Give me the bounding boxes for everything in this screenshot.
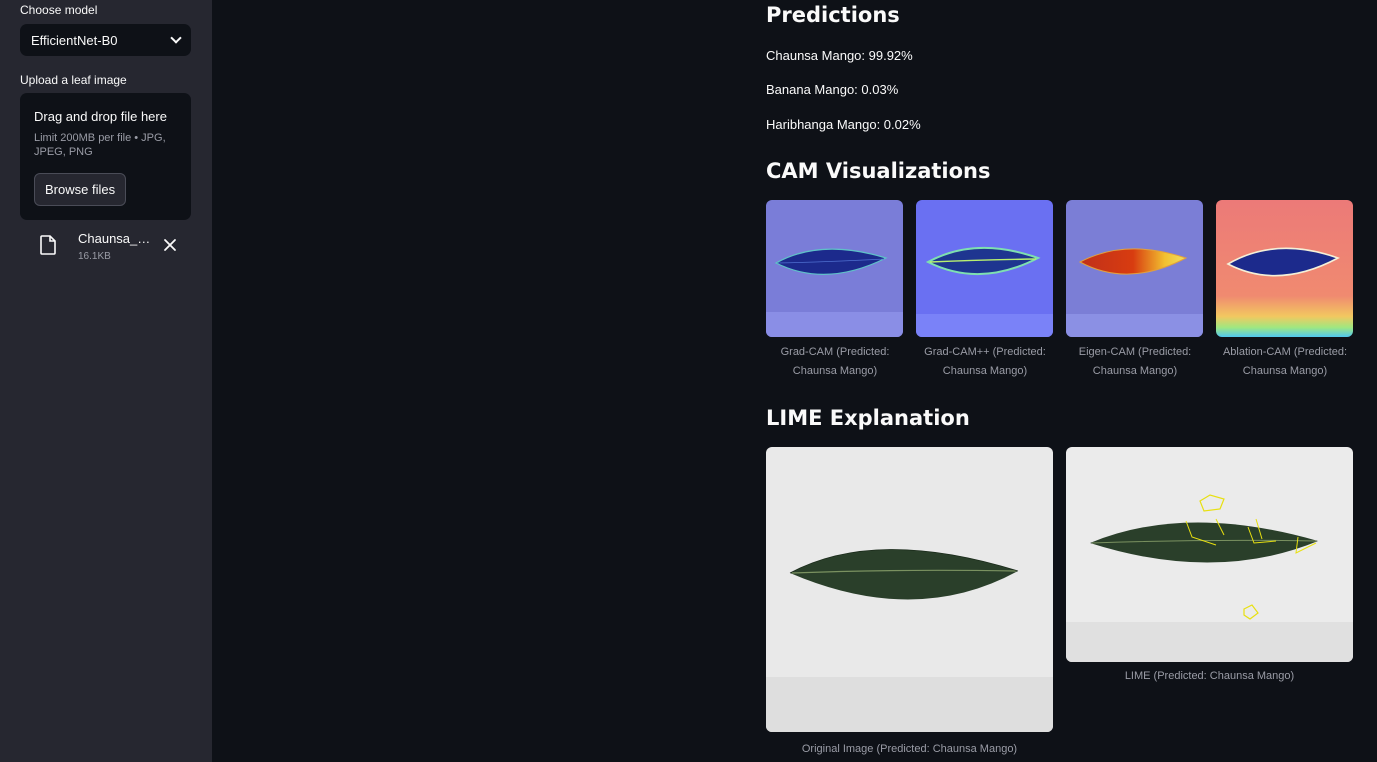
model-select[interactable]: EfficientNet-B0 <box>20 24 191 56</box>
model-select-label: Choose model <box>20 3 98 17</box>
gradcam-plus-plus-caption: Grad-CAM++ (Predicted: Chaunsa Mango) <box>924 346 1046 377</box>
ablationcam-image <box>1216 200 1353 337</box>
sidebar: Choose model EfficientNet-B0 Upload a le… <box>0 0 212 762</box>
eigencam-caption: Eigen-CAM (Predicted: Chaunsa Mango) <box>1078 346 1192 377</box>
original-leaf-image <box>766 447 1053 732</box>
cam-title: CAM Visualizations <box>766 159 991 183</box>
file-icon <box>40 235 56 255</box>
prediction-item: Haribhanga Mango: 0.02% <box>766 117 921 132</box>
dropzone-title: Drag and drop file here <box>34 109 167 124</box>
lime-caption: LIME (Predicted: Chaunsa Mango) <box>1124 670 1295 682</box>
dropzone-limit: Limit 200MB per file • JPG, JPEG, PNG <box>34 132 166 158</box>
gradcam-plus-plus-image <box>916 200 1053 337</box>
eigencam-image <box>1066 200 1203 337</box>
gradcam-caption: Grad-CAM (Predicted: Chaunsa Mango) <box>780 346 890 377</box>
chevron-down-icon <box>170 32 182 44</box>
gradcam-image <box>766 200 903 337</box>
prediction-item: Chaunsa Mango: 99.92% <box>766 48 913 63</box>
file-size: 16.1KB <box>78 251 111 262</box>
file-dropzone[interactable]: Drag and drop file here Limit 200MB per … <box>20 93 191 220</box>
lime-explanation-image <box>1066 447 1353 662</box>
file-name: Chaunsa_Mango.jpg <box>78 231 158 246</box>
close-icon[interactable] <box>162 237 178 253</box>
prediction-item: Banana Mango: 0.03% <box>766 82 899 97</box>
upload-label: Upload a leaf image <box>20 73 127 87</box>
model-select-value: EfficientNet-B0 <box>31 32 118 48</box>
uploaded-file: Chaunsa_Mango.jpg 16.1KB <box>38 229 188 269</box>
browse-files-button[interactable]: Browse files <box>34 173 127 206</box>
original-image-caption: Original Image (Predicted: Chaunsa Mango… <box>801 743 1018 755</box>
ablationcam-caption: Ablation-CAM (Predicted: Chaunsa Mango) <box>1222 346 1348 377</box>
predictions-title: Predictions <box>766 3 900 27</box>
lime-title: LIME Explanation <box>766 406 970 430</box>
